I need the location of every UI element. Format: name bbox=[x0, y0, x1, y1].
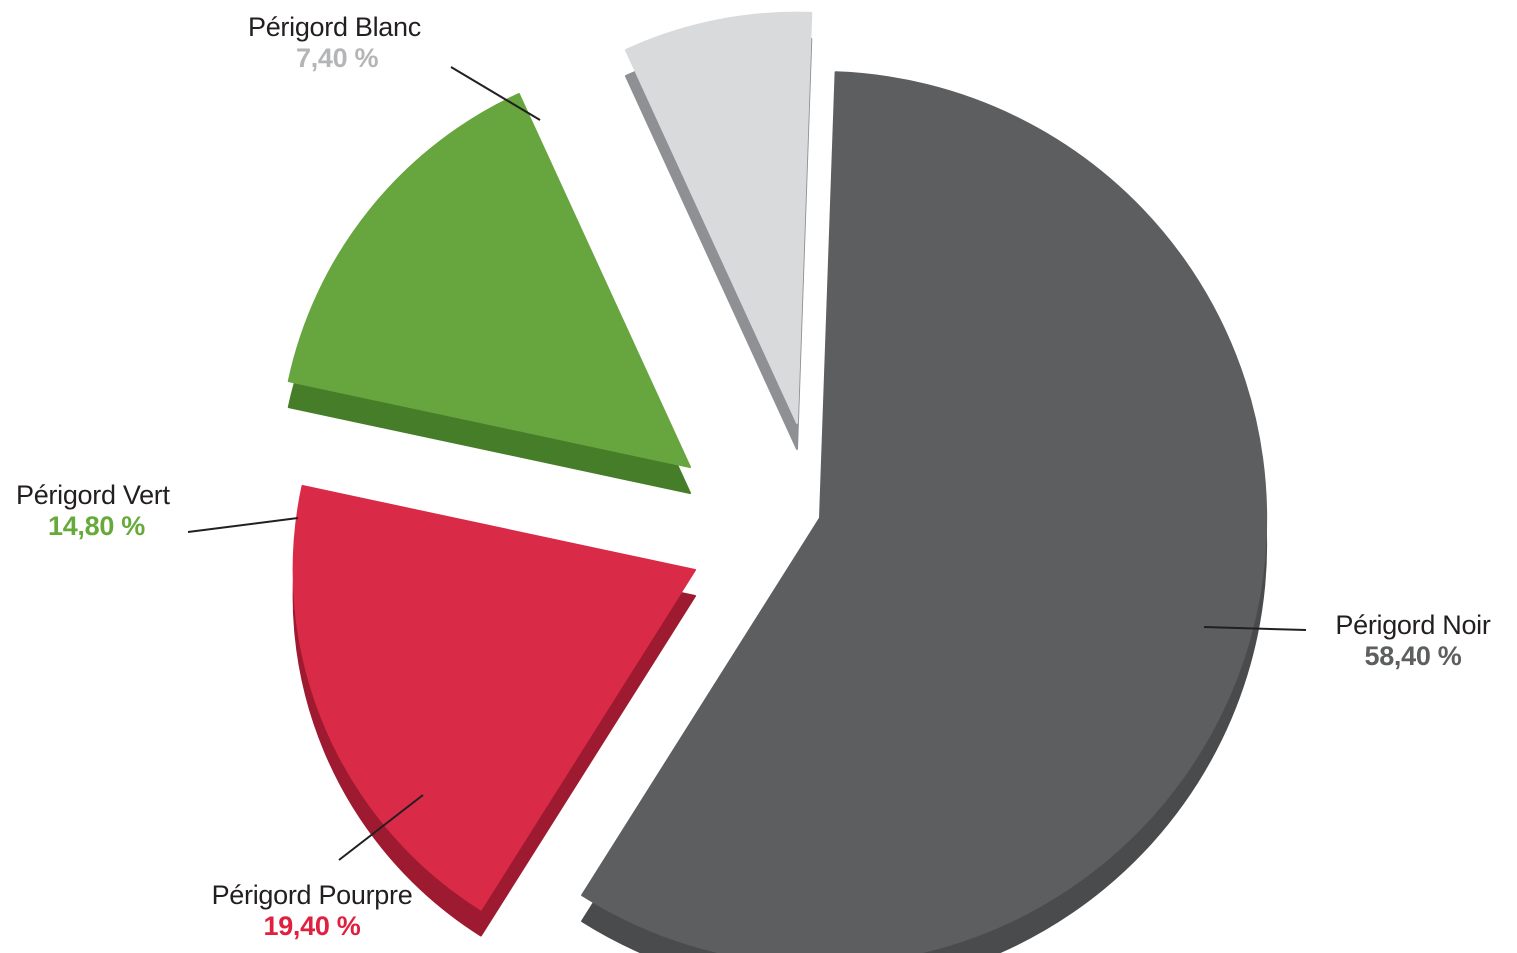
slice-perigord-blanc bbox=[624, 11, 813, 424]
slice-name-perigord-noir: Périgord Noir bbox=[1335, 610, 1491, 640]
slice-perigord-noir bbox=[581, 71, 1268, 953]
label-perigord-blanc: Périgord Blanc 7,40 % bbox=[248, 12, 421, 74]
leader-line-perigord-noir bbox=[1203, 626, 1307, 631]
slice-value-perigord-vert: 14,80 % bbox=[48, 511, 145, 542]
slice-value-perigord-noir: 58,40 % bbox=[1364, 641, 1462, 672]
label-perigord-vert: Périgord Vert 14,80 % bbox=[16, 480, 170, 542]
leader-line-perigord-blanc bbox=[450, 66, 541, 121]
leader-line-perigord-vert bbox=[187, 517, 299, 533]
slice-perigord-vert bbox=[287, 93, 691, 468]
slice-perigord-pourpre bbox=[292, 485, 696, 911]
slice-value-perigord-pourpre: 19,40 % bbox=[263, 911, 361, 942]
slice-name-perigord-blanc: Périgord Blanc bbox=[248, 12, 421, 42]
slice-value-perigord-blanc: 7,40 % bbox=[296, 43, 379, 74]
slice-name-perigord-vert: Périgord Vert bbox=[16, 480, 170, 510]
label-perigord-pourpre: Périgord Pourpre 19,40 % bbox=[192, 880, 432, 942]
leader-line-perigord-pourpre bbox=[338, 794, 424, 861]
label-perigord-noir: Périgord Noir 58,40 % bbox=[1318, 610, 1508, 672]
slice-name-perigord-pourpre: Périgord Pourpre bbox=[211, 880, 413, 910]
